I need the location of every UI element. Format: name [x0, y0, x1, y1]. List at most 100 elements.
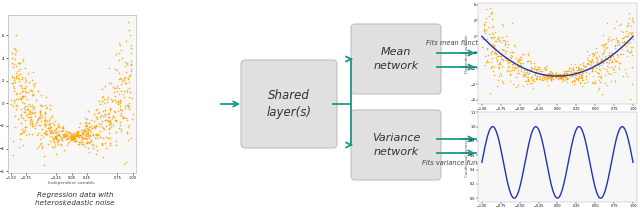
Point: [573, 66, 583, 69]
Point: [490, 50, 500, 53]
Point: [64, 130, 74, 133]
Point: [614, 61, 624, 64]
Point: [585, 60, 595, 63]
Point: [83, 140, 93, 144]
Point: [44, 123, 54, 126]
Point: [16, 108, 26, 111]
Point: [45, 104, 55, 107]
Point: [536, 77, 547, 80]
Point: [521, 73, 531, 76]
Point: [511, 66, 521, 70]
Point: [524, 68, 534, 72]
Point: [559, 76, 570, 79]
Point: [82, 141, 92, 144]
Point: [61, 134, 72, 137]
Point: [24, 111, 34, 115]
Point: [522, 68, 532, 72]
Point: [503, 61, 513, 64]
Point: [124, 138, 134, 141]
Point: [587, 57, 597, 60]
Point: [562, 69, 572, 73]
Point: [17, 75, 27, 78]
Point: [27, 78, 37, 82]
Point: [79, 124, 90, 128]
Point: [625, 98, 635, 101]
Point: [612, 53, 622, 56]
Point: [607, 66, 618, 69]
Text: Fits variance function: Fits variance function: [422, 160, 493, 166]
Point: [84, 150, 95, 154]
Point: [40, 124, 50, 127]
Point: [490, 48, 500, 52]
Point: [103, 119, 113, 122]
Point: [505, 61, 515, 64]
Point: [600, 46, 611, 50]
Point: [571, 71, 581, 74]
Point: [492, 54, 502, 57]
Point: [500, 42, 510, 46]
Point: [609, 67, 619, 71]
Point: [71, 132, 81, 136]
Point: [127, 118, 138, 121]
Point: [105, 109, 115, 112]
Point: [56, 129, 67, 132]
Point: [616, 29, 627, 32]
Point: [81, 138, 92, 141]
Point: [505, 72, 515, 76]
Point: [75, 133, 85, 136]
Point: [545, 69, 555, 72]
Point: [580, 64, 591, 67]
Point: [122, 118, 132, 122]
Point: [45, 126, 56, 130]
Point: [570, 66, 580, 69]
Point: [126, 64, 136, 67]
Point: [108, 85, 118, 88]
Point: [563, 69, 573, 72]
Point: [586, 80, 596, 84]
Point: [577, 78, 588, 81]
Point: [545, 76, 556, 79]
Point: [480, 21, 490, 24]
Point: [93, 132, 103, 135]
Point: [11, 64, 21, 68]
Point: [92, 115, 102, 119]
Point: [45, 132, 55, 135]
Point: [27, 122, 37, 126]
Point: [568, 68, 578, 71]
Point: [528, 77, 538, 80]
Point: [111, 118, 121, 121]
Point: [527, 82, 538, 85]
Point: [40, 113, 51, 116]
Point: [580, 65, 590, 68]
Point: [47, 114, 58, 117]
Point: [17, 127, 27, 131]
Point: [107, 99, 117, 102]
Point: [122, 130, 132, 134]
Point: [8, 139, 18, 143]
Point: [600, 55, 611, 58]
Point: [540, 67, 550, 70]
Text: Variance
network: Variance network: [372, 133, 420, 157]
Point: [512, 63, 522, 66]
Point: [518, 62, 528, 65]
Point: [533, 66, 543, 69]
Point: [124, 106, 134, 109]
Point: [593, 70, 603, 73]
Point: [95, 103, 105, 106]
Point: [108, 123, 118, 126]
Point: [500, 43, 510, 47]
Point: [102, 136, 113, 139]
Point: [45, 134, 55, 138]
Point: [95, 135, 105, 138]
Point: [105, 141, 115, 144]
Point: [598, 50, 609, 54]
Point: [593, 72, 604, 75]
Point: [499, 40, 509, 43]
Point: [61, 135, 72, 138]
Point: [550, 74, 560, 77]
Point: [500, 57, 510, 60]
Point: [556, 75, 566, 78]
Point: [66, 139, 76, 142]
Point: [40, 132, 50, 136]
Point: [67, 136, 77, 139]
